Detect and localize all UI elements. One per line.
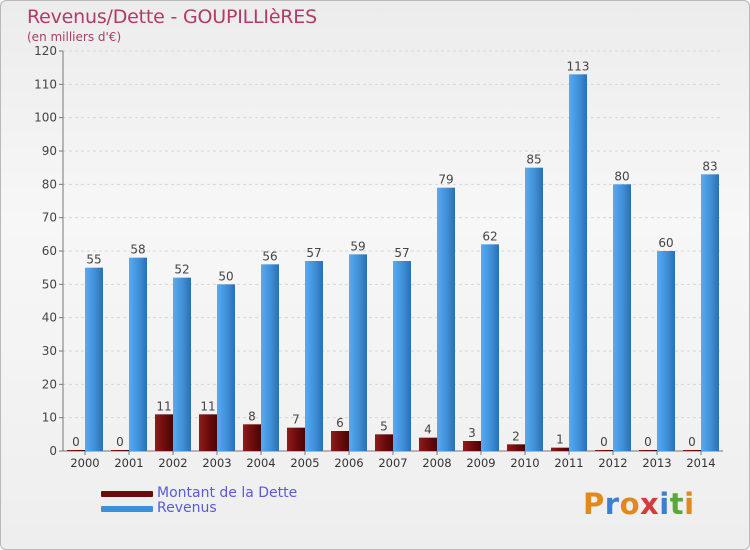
x-tick-label: 2006: [334, 456, 363, 470]
legend-swatch-debt: [101, 491, 153, 497]
data-label-dette: 11: [200, 399, 215, 413]
y-tick-label: 100: [34, 111, 57, 125]
bar-revenus: [261, 264, 279, 451]
data-label-dette: 1: [556, 433, 564, 447]
chart-subtitle: (en milliers d'€): [27, 30, 122, 44]
bar-dette: [551, 447, 569, 451]
x-tick-label: 2002: [158, 456, 187, 470]
bar-dette: [155, 414, 173, 451]
legend-label-debt: Montant de la Dette: [157, 485, 298, 501]
data-label-revenus: 60: [658, 236, 673, 250]
proxiti-logo: Proxiti: [583, 487, 695, 521]
bar-dette: [375, 434, 393, 451]
data-label-dette: 5: [380, 419, 388, 433]
bar-revenus: [129, 257, 147, 451]
data-label-revenus: 85: [526, 153, 541, 167]
chart-title: Revenus/Dette - GOUPILLIèRES: [27, 6, 317, 28]
bar-dette: [67, 450, 85, 451]
data-label-revenus: 55: [86, 253, 101, 267]
data-label-revenus: 57: [394, 246, 409, 260]
y-tick-label: 40: [42, 311, 57, 325]
bar-revenus: [173, 277, 191, 451]
y-tick-label: 90: [42, 144, 57, 158]
y-tick-label: 10: [42, 411, 57, 425]
data-label-dette: 11: [156, 399, 171, 413]
bar-dette: [639, 450, 657, 451]
x-tick-label: 2013: [642, 456, 671, 470]
bar-dette: [595, 450, 613, 451]
legend-label-revenus: Revenus: [157, 500, 217, 516]
bar-revenus: [525, 167, 543, 451]
y-tick-label: 80: [42, 177, 57, 191]
data-label-dette: 7: [292, 413, 300, 427]
bar-dette: [463, 441, 481, 451]
bar-revenus: [481, 244, 499, 451]
bar-dette: [243, 424, 261, 451]
bar-dette: [287, 427, 305, 451]
data-label-dette: 4: [424, 423, 432, 437]
x-tick-label: 2012: [598, 456, 627, 470]
y-tick-label: 0: [49, 444, 57, 458]
y-tick-label: 20: [42, 377, 57, 391]
data-label-revenus: 62: [482, 229, 497, 243]
x-tick-label: 2000: [70, 456, 99, 470]
x-tick-label: 2004: [246, 456, 275, 470]
bar-dette: [111, 450, 129, 451]
bar-revenus: [349, 254, 367, 451]
data-label-dette: 8: [248, 409, 256, 423]
data-label-dette: 6: [336, 416, 344, 430]
bar-dette: [199, 414, 217, 451]
x-tick-label: 2014: [686, 456, 715, 470]
bar-revenus: [613, 184, 631, 452]
y-tick-label: 120: [34, 44, 57, 58]
y-tick-label: 60: [42, 244, 57, 258]
bar-dette: [419, 437, 437, 451]
x-tick-label: 2003: [202, 456, 231, 470]
x-tick-label: 2007: [378, 456, 407, 470]
bar-revenus: [657, 251, 675, 451]
bar-dette: [331, 431, 349, 451]
bar-dette: [507, 444, 525, 451]
x-tick-label: 2008: [422, 456, 451, 470]
data-label-revenus: 50: [218, 269, 233, 283]
x-tick-label: 2005: [290, 456, 319, 470]
data-label-revenus: 79: [438, 173, 453, 187]
data-label-dette: 3: [468, 426, 476, 440]
x-tick-label: 2011: [554, 456, 583, 470]
bar-revenus: [569, 74, 587, 451]
data-label-revenus: 83: [702, 159, 717, 173]
bar-dette: [683, 450, 701, 451]
y-tick-label: 50: [42, 277, 57, 291]
bar-revenus: [701, 174, 719, 452]
x-tick-label: 2001: [114, 456, 143, 470]
legend-swatch-revenus: [101, 506, 153, 512]
data-label-dette: 2: [512, 429, 520, 443]
data-label-revenus: 56: [262, 249, 277, 263]
data-label-revenus: 52: [174, 263, 189, 277]
y-tick-label: 110: [34, 77, 57, 91]
data-label-dette: 0: [600, 435, 608, 449]
data-label-revenus: 58: [130, 243, 145, 257]
data-label-dette: 0: [644, 435, 652, 449]
x-tick-label: 2010: [510, 456, 539, 470]
x-tick-label: 2009: [466, 456, 495, 470]
bar-revenus: [217, 284, 235, 451]
data-label-revenus: 59: [350, 239, 365, 253]
data-label-revenus: 113: [567, 59, 590, 73]
data-label-revenus: 57: [306, 246, 321, 260]
bar-revenus: [393, 261, 411, 451]
data-label-dette: 0: [72, 435, 80, 449]
y-tick-label: 30: [42, 344, 57, 358]
data-label-dette: 0: [688, 435, 696, 449]
data-label-dette: 0: [116, 435, 124, 449]
bar-revenus: [305, 261, 323, 451]
y-tick-label: 70: [42, 211, 57, 225]
bar-revenus: [437, 187, 455, 451]
data-label-revenus: 80: [614, 169, 629, 183]
bar-revenus: [85, 267, 103, 451]
